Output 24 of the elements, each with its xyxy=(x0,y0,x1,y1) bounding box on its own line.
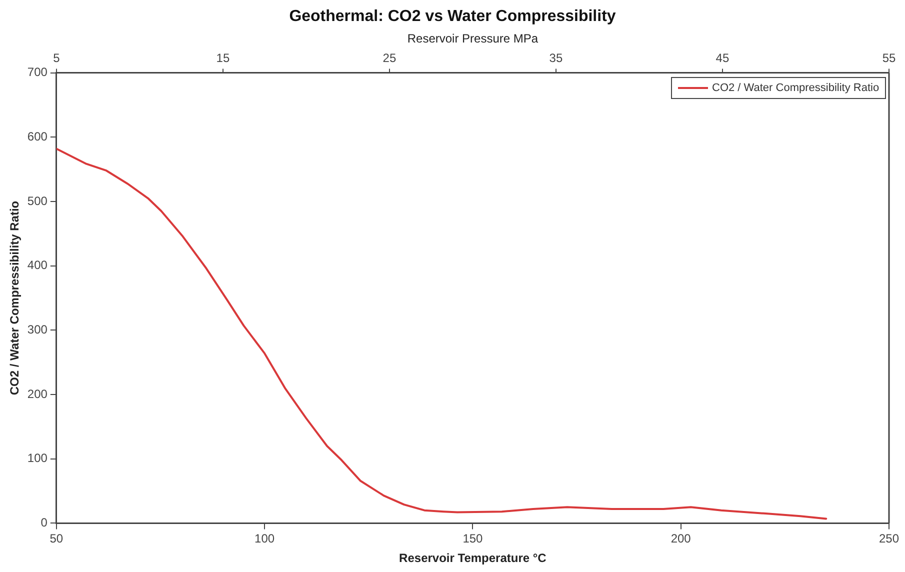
x-tick-label: 250 xyxy=(878,532,900,546)
y-axis-title: CO2 / Water Compressibility Ratio xyxy=(8,200,22,396)
y-tick-label: 600 xyxy=(27,129,48,144)
y-tick-label: 500 xyxy=(27,194,48,208)
x2-tick-label: 5 xyxy=(53,50,60,65)
x-tick-label: 200 xyxy=(670,532,692,546)
x-axis-title: Reservoir Temperature °C xyxy=(399,551,547,566)
y-tick-label: 400 xyxy=(27,258,48,272)
x-tick-label: 50 xyxy=(50,532,64,546)
legend-label: CO2 / Water Compressibility Ratio xyxy=(712,82,880,94)
y-tick-label: 100 xyxy=(27,451,48,466)
x2-tick-label: 45 xyxy=(716,50,730,65)
x2-tick-label: 55 xyxy=(882,50,896,65)
y-tick-label: 700 xyxy=(27,65,48,80)
y-tick-label: 0 xyxy=(40,516,48,530)
x2-tick-label: 35 xyxy=(549,50,563,65)
x2-tick-label: 15 xyxy=(216,50,230,65)
x2-axis-title: Reservoir Pressure MPa xyxy=(407,32,538,46)
x-tick-label: 100 xyxy=(254,532,275,546)
x-tick-label: 150 xyxy=(462,532,484,546)
y-tick-label: 300 xyxy=(27,322,48,336)
x2-tick-label: 25 xyxy=(382,50,396,65)
y-tick-label: 200 xyxy=(27,386,48,401)
chart-title: Geothermal: CO2 vs Water Compressibility xyxy=(288,8,617,26)
